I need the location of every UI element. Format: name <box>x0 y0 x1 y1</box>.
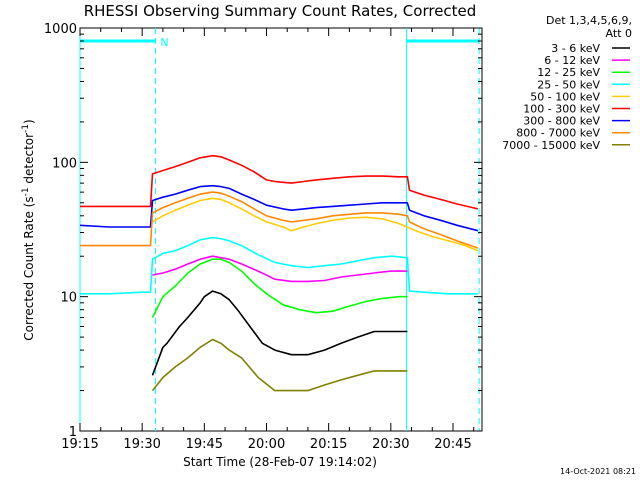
legend-entry-label: 50 - 100 keV <box>530 90 600 103</box>
x-tick-label: 19:15 <box>61 437 98 452</box>
axis-ticks: 19:15 19:30 19:45 20:00 20:15 20:30 20:45 1 10 10… <box>44 22 482 452</box>
series-line <box>151 290 408 376</box>
series-line <box>79 184 479 232</box>
y-axis-label-mid: detector <box>22 133 36 188</box>
x-tick-label: 19:30 <box>123 437 160 452</box>
series-line <box>80 154 479 210</box>
y-axis-label-suffix: ) <box>22 119 36 124</box>
series-line <box>151 338 408 392</box>
legend-header-detectors: Det 1,3,4,5,6,9, <box>546 14 632 27</box>
series-line <box>151 258 408 318</box>
x-tick-label: 20:45 <box>434 437 471 452</box>
series-line <box>80 191 479 249</box>
legend-entry-label: 25 - 50 keV <box>537 78 600 91</box>
legend-header-attenuator: Att 0 <box>606 27 632 40</box>
series-line <box>80 236 478 295</box>
y-tick-label: 100 <box>52 156 77 171</box>
legend-entry-label: 300 - 800 keV <box>523 115 600 128</box>
plot-frame <box>79 27 483 432</box>
y-axis-label-sup1: -1 <box>21 187 31 196</box>
chart-title: RHESSI Observing Summary Count Rates, Co… <box>84 2 477 20</box>
night-marker-label: N <box>160 36 168 49</box>
legend-entry-label: 100 - 300 keV <box>523 103 600 116</box>
series-group <box>79 154 479 392</box>
y-axis-label-sup2: -1 <box>21 124 31 133</box>
y-axis-label: Corrected Count Rate (s-1 detector-1) <box>21 119 36 340</box>
series-line <box>152 197 479 252</box>
legend-entry-label: 7000 - 15000 keV <box>502 139 600 152</box>
legend-entry-label: 12 - 25 keV <box>537 66 600 79</box>
y-axis-label-prefix: Corrected Count Rate (s <box>22 196 36 340</box>
x-tick-label: 19:45 <box>186 437 223 452</box>
footer-timestamp: 14-Oct-2021 08:21 <box>560 467 636 476</box>
legend-entry-label: 800 - 7000 keV <box>516 127 600 140</box>
x-tick-label: 20:15 <box>310 437 347 452</box>
legend-entry-label: 6 - 12 keV <box>544 54 600 67</box>
night-markers: N <box>79 28 480 431</box>
x-tick-label: 20:00 <box>248 437 285 452</box>
y-tick-label: 10 <box>60 291 77 306</box>
legend-entry-label: 3 - 6 keV <box>551 42 600 55</box>
x-axis-label: Start Time (28-Feb-07 19:14:02) <box>183 455 377 469</box>
x-tick-label: 20:30 <box>372 437 409 452</box>
series-line <box>152 255 408 283</box>
y-tick-label: 1000 <box>44 22 77 37</box>
y-tick-label: 1 <box>69 425 77 440</box>
